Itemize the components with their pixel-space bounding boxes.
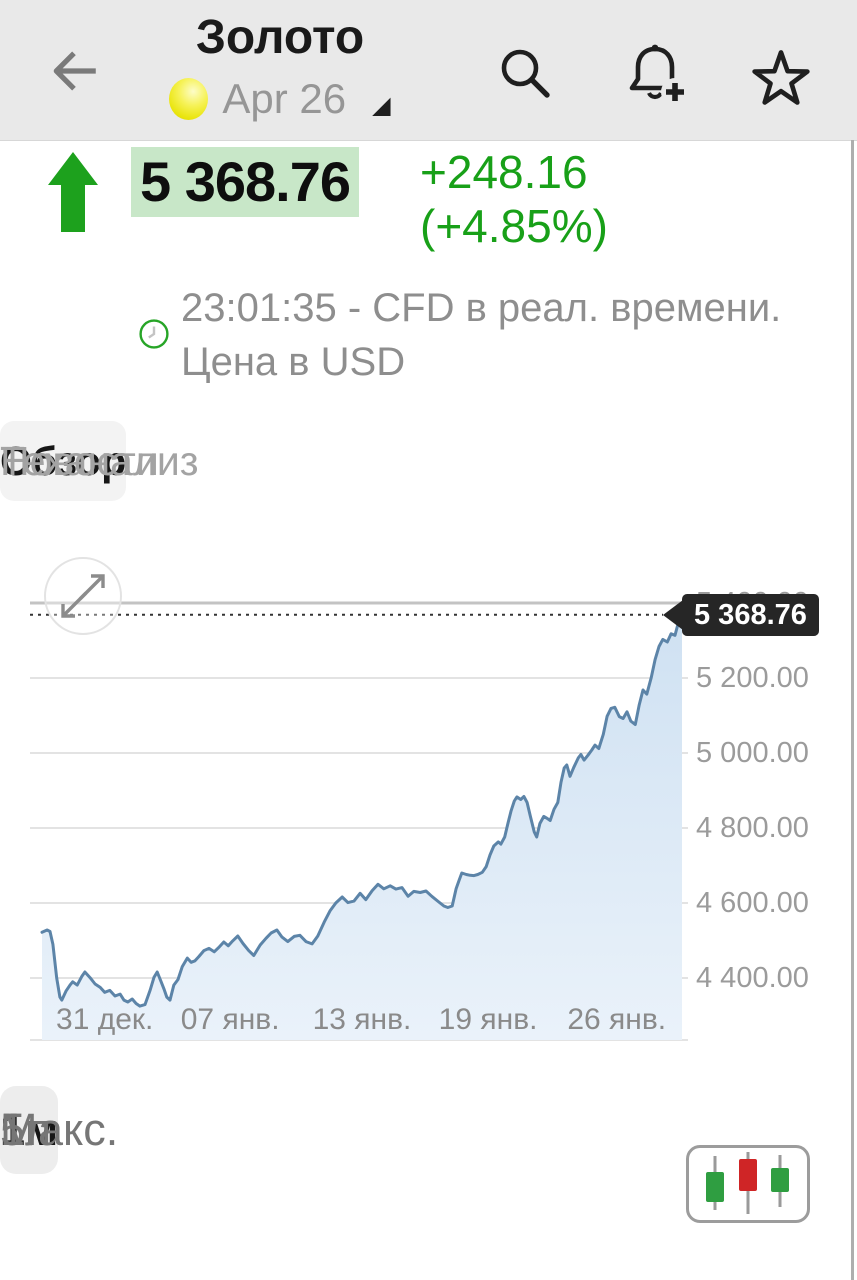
tab-technical[interactable]: Теханализ xyxy=(0,438,199,484)
y-axis-tick-label: 4 400.00 xyxy=(696,962,809,994)
price-change-block: +248.16 (+4.85%) xyxy=(420,145,608,253)
price-value: 5 368.76 xyxy=(131,147,359,217)
dropdown-caret-icon: ◢ xyxy=(372,92,391,119)
chart-type-button[interactable] xyxy=(686,1145,810,1223)
range-1m[interactable]: 1м xyxy=(0,1086,59,1174)
y-axis-tick-label: 4 600.00 xyxy=(696,887,809,919)
range-max[interactable]: Макс. xyxy=(0,1104,119,1155)
price-meta-line2: Цена в USD xyxy=(181,340,406,384)
alert-add-bell-icon[interactable] xyxy=(618,40,694,110)
price-meta-line1: 23:01:35 - CFD в реал. времени. xyxy=(181,286,782,330)
price-change: +248.16 xyxy=(420,146,588,198)
search-icon[interactable] xyxy=(497,45,557,107)
y-axis-tick-label: 5 000.00 xyxy=(696,737,809,769)
range-1y[interactable]: 1г xyxy=(0,1104,42,1155)
x-axis-tick-label: 26 янв. xyxy=(567,1003,667,1036)
back-icon[interactable] xyxy=(48,44,102,98)
x-axis-tick-label: 31 дек. xyxy=(56,1003,154,1036)
favorite-star-icon[interactable] xyxy=(750,48,812,110)
range-5y[interactable]: 5л xyxy=(0,1104,52,1155)
expand-chart-button[interactable] xyxy=(44,557,122,635)
price-up-arrow-icon xyxy=(48,152,98,232)
price-meta: 23:01:35 - CFD в реал. времени. Цена в U… xyxy=(181,281,841,389)
x-axis-tick-label: 13 янв. xyxy=(312,1003,412,1036)
price-change-percent: (+4.85%) xyxy=(420,200,608,252)
x-axis-tick-label: 07 янв. xyxy=(180,1003,280,1036)
price-line xyxy=(40,613,684,1008)
title-block: Золото Apr 26 ◢ xyxy=(130,0,430,140)
tab-news[interactable]: Новости xyxy=(0,438,159,484)
candlestick-chart-icon xyxy=(706,1152,789,1214)
x-axis-tick-label: 19 янв. xyxy=(438,1003,538,1036)
header: Золото Apr 26 ◢ xyxy=(0,0,857,141)
gold-coin-icon xyxy=(169,78,209,120)
last-price-badge-tip xyxy=(663,599,683,630)
expand-arrows-icon xyxy=(61,574,105,618)
y-axis-tick-label: 4 800.00 xyxy=(696,812,809,844)
last-price-badge: 5 368.76 xyxy=(682,593,819,636)
clock-icon xyxy=(139,319,169,349)
y-axis-tick-label: 5 200.00 xyxy=(696,662,809,694)
tab-overview[interactable]: Обзор xyxy=(0,421,127,501)
page-title: Золото xyxy=(195,11,365,64)
price-chart[interactable]: 5 400.005 200.005 000.004 800.004 600.00… xyxy=(0,545,857,1060)
area-fill xyxy=(42,614,682,1040)
scrollbar[interactable] xyxy=(851,140,854,1280)
contract-label: Apr 26 xyxy=(222,75,347,122)
contract-selector[interactable]: Apr 26 ◢ xyxy=(130,74,430,124)
chart-canvas[interactable] xyxy=(0,545,857,1060)
